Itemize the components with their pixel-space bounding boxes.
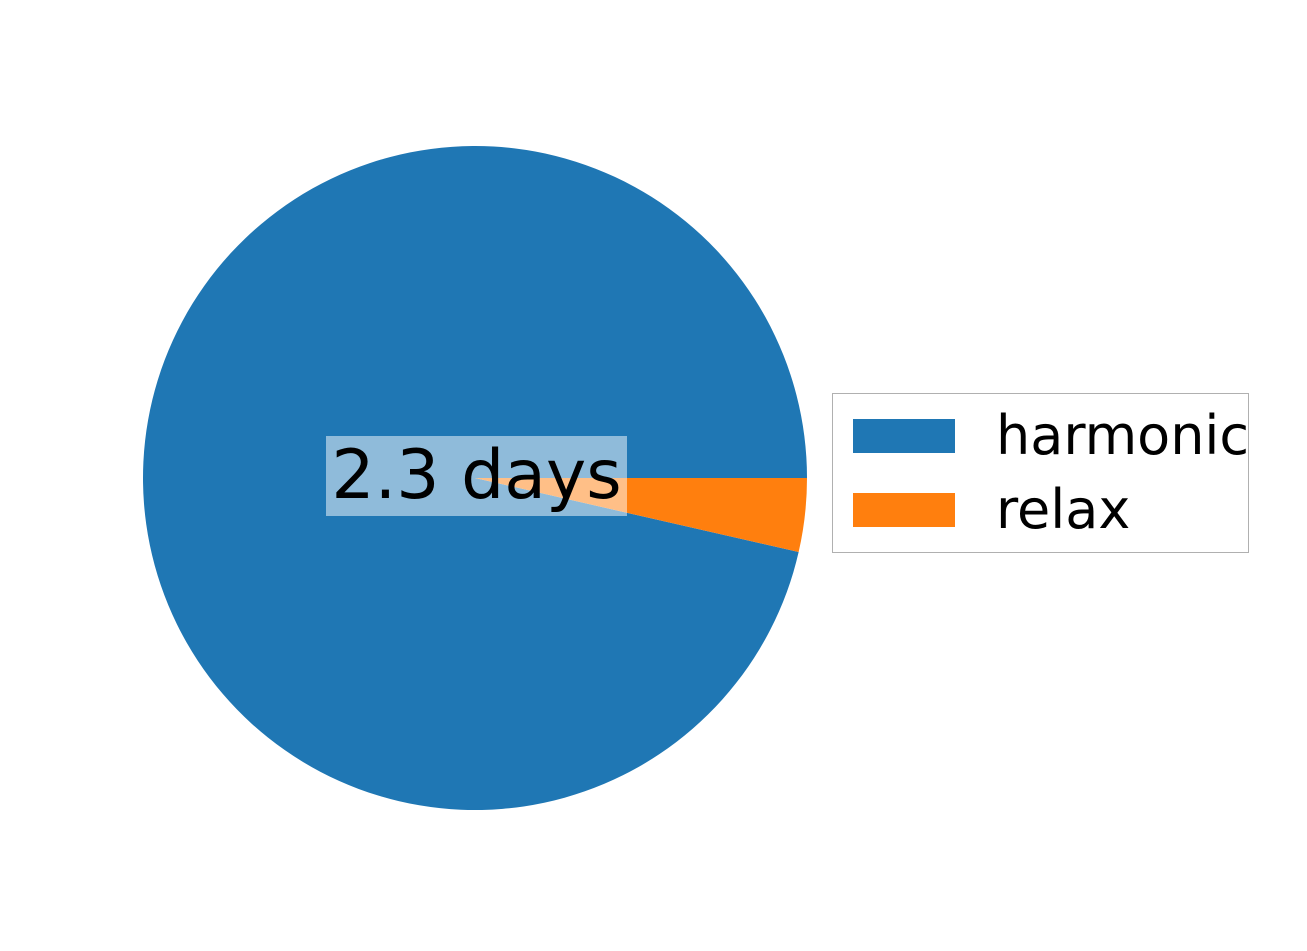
legend-item-relax[interactable]: relax [833,478,1248,567]
legend-swatch-harmonic [853,419,955,453]
legend-label-harmonic: harmonic [996,404,1250,467]
legend-label-relax: relax [996,478,1131,541]
legend-item-harmonic[interactable]: harmonic [833,404,1249,493]
pie-slice-label-harmonic: 2.3 days [326,436,627,516]
legend: harmonic relax [832,393,1249,553]
legend-swatch-relax [853,493,955,527]
